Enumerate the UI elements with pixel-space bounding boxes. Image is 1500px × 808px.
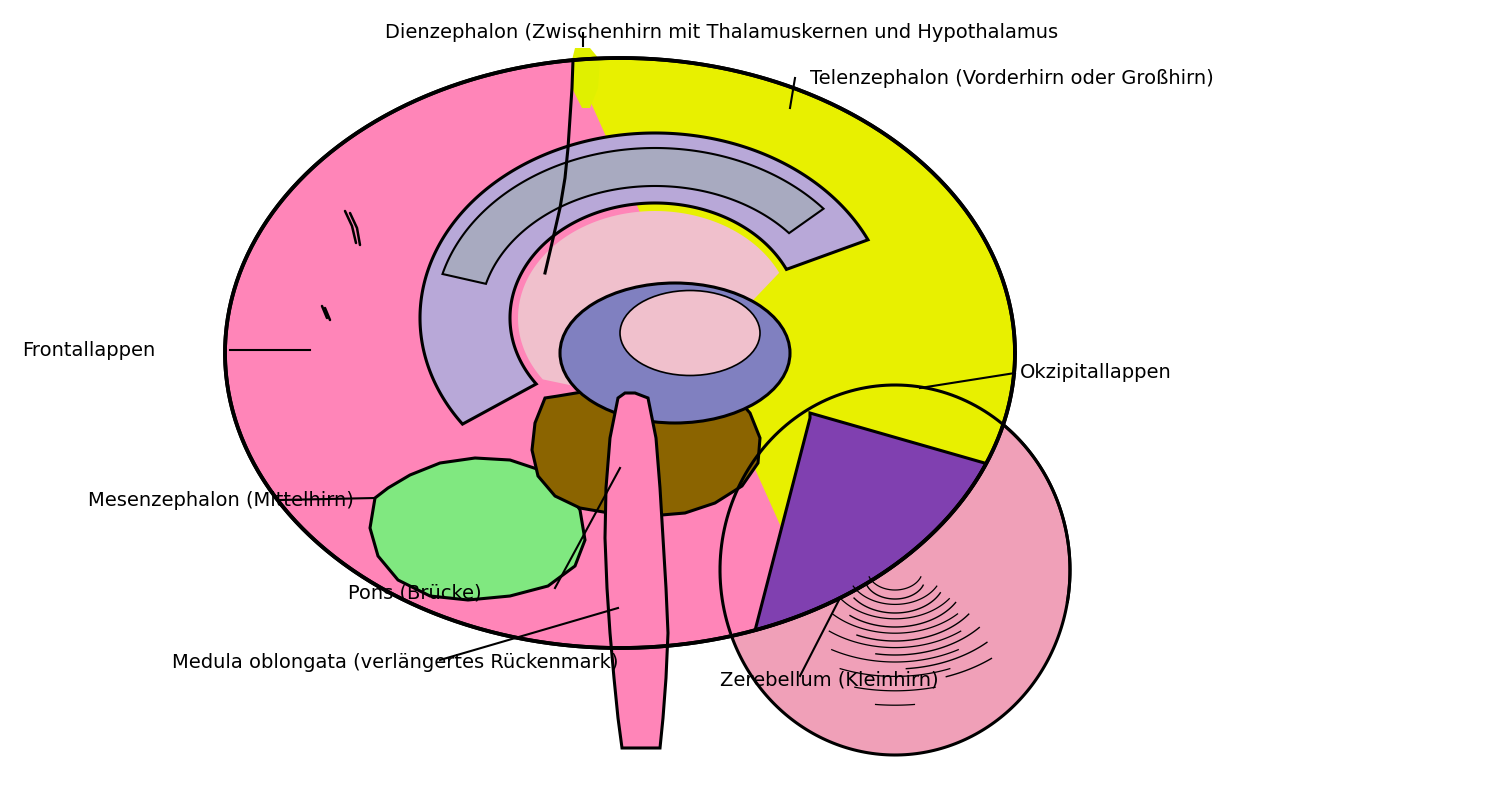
Text: Okzipitallappen: Okzipitallappen: [1020, 364, 1172, 382]
Polygon shape: [225, 58, 1016, 648]
Text: Mesenzephalon (Mittelhirn): Mesenzephalon (Mittelhirn): [88, 490, 354, 510]
Text: Dienzephalon (Zwischenhirn mit Thalamuskernen und Hypothalamus: Dienzephalon (Zwischenhirn mit Thalamusk…: [386, 23, 1058, 43]
Text: Pons (Brücke): Pons (Brücke): [348, 583, 482, 603]
Polygon shape: [518, 211, 778, 403]
Text: Telenzephalon (Vorderhirn oder Großhirn): Telenzephalon (Vorderhirn oder Großhirn): [810, 69, 1214, 87]
Text: Medula oblongata (verlängertes Rückenmark): Medula oblongata (verlängertes Rückenmar…: [172, 654, 618, 672]
Polygon shape: [720, 385, 1070, 755]
Polygon shape: [754, 413, 986, 630]
Polygon shape: [370, 458, 585, 600]
Polygon shape: [572, 48, 600, 108]
Polygon shape: [604, 393, 668, 748]
Polygon shape: [420, 133, 868, 424]
Text: Zerebellum (Kleinhirn): Zerebellum (Kleinhirn): [720, 671, 939, 689]
Ellipse shape: [560, 283, 790, 423]
Polygon shape: [572, 58, 1016, 608]
Polygon shape: [442, 148, 824, 284]
Text: Frontallappen: Frontallappen: [22, 340, 156, 360]
Ellipse shape: [620, 291, 760, 376]
Polygon shape: [532, 382, 760, 516]
